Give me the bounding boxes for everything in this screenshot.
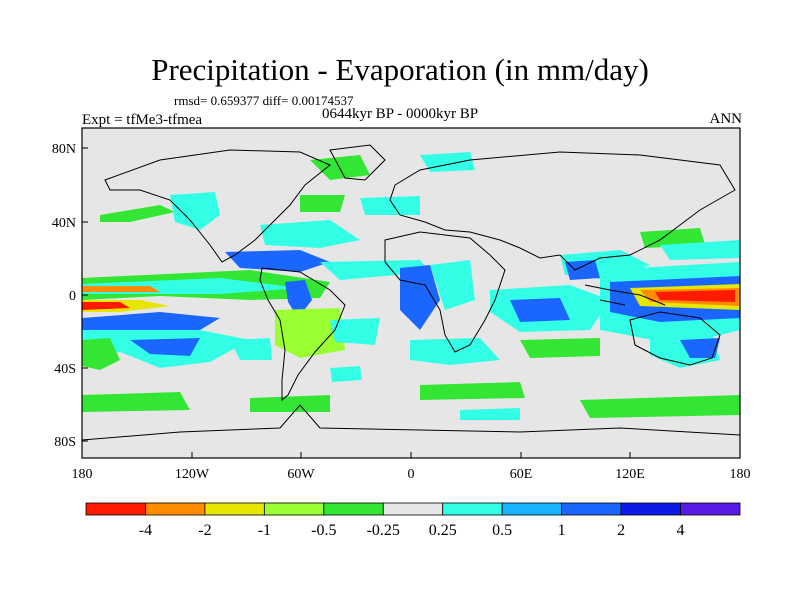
colorbar-label: -4: [139, 522, 152, 539]
colorbar-box: [561, 502, 622, 516]
lon-tick-label: 0: [408, 467, 415, 482]
colorbar-label: -2: [198, 522, 211, 539]
contour-region-so-green-3: [420, 382, 525, 400]
contour-region-catl-cyan: [320, 260, 430, 280]
contour-region-satl-cyan: [330, 318, 380, 345]
colorbar-box: [85, 502, 146, 516]
coast-greenland: [329, 144, 386, 181]
lat-tick-label: 0: [69, 289, 76, 304]
contour-region-natl-cyan: [260, 220, 360, 248]
contour-region-npac-cyan-east: [660, 240, 740, 260]
lat-tick-label: 80N: [52, 142, 76, 157]
coast-south-america: [259, 267, 346, 402]
colorbar-label: 1: [558, 522, 566, 539]
stats-label: rmsd= 0.659377 diff= 0.00174537: [174, 93, 354, 108]
contour-region-pacific-blue-south: [130, 338, 200, 356]
coast-north-america: [104, 149, 331, 263]
contour-region-so-green-2: [250, 395, 330, 412]
contour-region-so-cyan-1: [330, 366, 362, 382]
lat-tick-label: 80S: [54, 435, 76, 450]
axis-ticks: [81, 147, 741, 458]
contour-region-io-blue: [510, 298, 570, 322]
coast-antarctica: [82, 404, 740, 441]
contour-region-so-green-1: [82, 392, 190, 412]
contour-region-so-cyan-2: [460, 408, 520, 420]
lon-tick-label: 180: [730, 467, 751, 482]
contour-region-arctic-green: [310, 155, 370, 180]
contour-region-npac-green: [100, 205, 175, 222]
colorbar-box: [680, 502, 741, 516]
contour-region-ssam-cyan: [230, 338, 272, 360]
contour-region-wpac-green-north: [640, 228, 705, 248]
contour-region-australia-blue: [680, 338, 720, 358]
colorbar-box: [382, 502, 444, 516]
colorbar-label: 0.25: [429, 522, 457, 539]
contour-region-pacific-red: [82, 302, 130, 310]
colorbar-box: [620, 502, 681, 516]
coastlines: [82, 144, 740, 441]
tick-labels: 180 120W 60W 0 60E 120E 180 80N 40N 0 40…: [52, 142, 751, 482]
lon-tick-label: 60W: [287, 467, 315, 482]
lon-tick-label: 60E: [510, 467, 533, 482]
coast-maritime-continent: [584, 284, 666, 306]
map-title: Precipitation - Evaporation (in mm/day): [151, 52, 649, 87]
contour-region-pacific-orange: [82, 286, 160, 292]
contour-region-natl-cyan2: [360, 196, 420, 215]
contour-region-so-green-4: [580, 395, 740, 418]
contour-region-pacific-blue: [82, 312, 220, 334]
contour-region-carib-blue: [225, 250, 330, 272]
contour-region-samerica-green: [275, 308, 345, 358]
contour-region-sio-green: [520, 338, 600, 358]
contour-field: [82, 152, 740, 420]
coast-australia: [629, 311, 721, 366]
contour-region-asia-blue: [565, 260, 600, 280]
colorbar-box: [323, 502, 384, 516]
colorbar-label: -1: [258, 522, 271, 539]
colorbar-label: 2: [617, 522, 625, 539]
contour-region-pacific-green-south: [82, 338, 120, 370]
lon-tick-label: 120E: [615, 467, 645, 482]
colorbar-label: 4: [677, 522, 685, 539]
lat-tick-label: 40S: [54, 362, 76, 377]
lon-tick-label: 180: [72, 467, 93, 482]
colorbar-label: 0.5: [492, 522, 512, 539]
season-label: ANN: [709, 111, 743, 127]
colorbar-box: [145, 502, 206, 516]
contour-region-arctic-cyan: [420, 152, 475, 172]
contour-region-africa-blue: [400, 265, 440, 330]
contour-region-natl-green: [300, 195, 345, 212]
colorbar-label: -0.25: [367, 522, 400, 539]
coast-africa: [384, 231, 506, 353]
experiment-label: Expt = tfMe3-tfmea: [82, 112, 203, 128]
contour-region-samerica-blue: [285, 280, 312, 318]
colorbar-label: -0.5: [311, 522, 336, 539]
lat-tick-label: 40N: [52, 216, 76, 231]
contour-region-wpac-red: [655, 290, 735, 302]
colorbar-box: [442, 502, 503, 516]
colorbar-box: [501, 502, 563, 516]
colorbar-box: [204, 502, 265, 516]
period-label: 0644kyr BP - 0000kyr BP: [321, 106, 479, 122]
contour-region-npac-cyan: [170, 192, 220, 230]
colorbar-box: [263, 502, 325, 516]
contour-region-africa-cyan: [430, 260, 475, 310]
colorbar: -4 -2 -1 -0.5 -0.25 0.25 0.5 1 2 4: [85, 502, 741, 539]
coast-eurasia: [389, 151, 736, 271]
lon-tick-label: 120W: [175, 467, 210, 482]
